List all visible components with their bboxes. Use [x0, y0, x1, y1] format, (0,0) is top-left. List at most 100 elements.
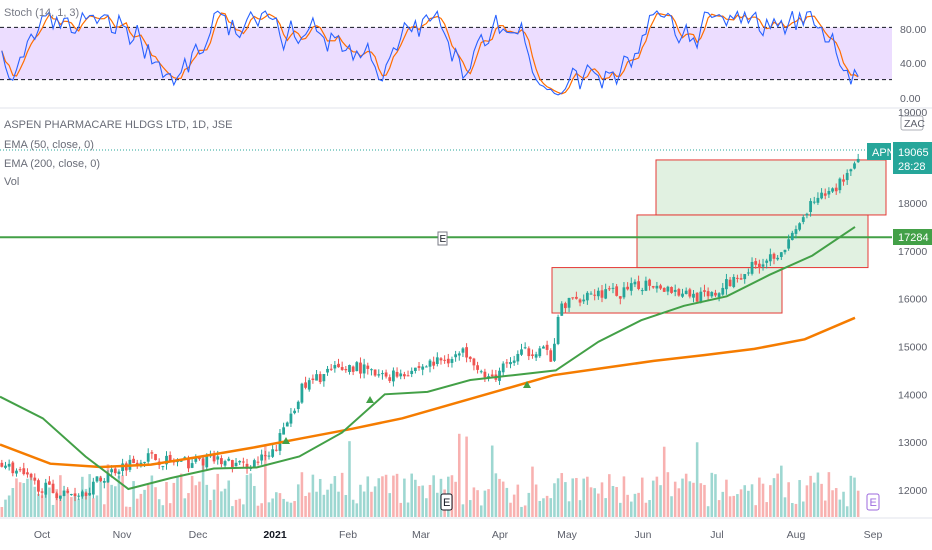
- earnings-marker-future-box[interactable]: [866, 493, 880, 511]
- volume-bar: [351, 499, 355, 517]
- volume-bar: [432, 475, 435, 517]
- volume-bar: [227, 480, 231, 517]
- candle-body: [834, 187, 838, 192]
- volume-bar: [307, 492, 311, 517]
- stoch-band: [0, 27, 892, 80]
- candle-body: [666, 286, 670, 292]
- candle-body: [7, 463, 11, 467]
- candle-body: [593, 294, 597, 296]
- candle-body: [150, 452, 154, 454]
- candle-body: [91, 481, 95, 495]
- candle-body: [798, 223, 802, 230]
- volume-bar: [212, 489, 216, 517]
- candle-body: [812, 201, 816, 203]
- time-tick: Oct: [34, 529, 50, 541]
- candle-body: [842, 179, 845, 182]
- candle-body: [33, 477, 37, 481]
- candle-body: [706, 291, 710, 297]
- candle-body: [754, 261, 758, 265]
- candle-body: [230, 460, 234, 468]
- volume-bar: [812, 482, 816, 517]
- candle-body: [509, 362, 512, 365]
- volume-bar: [410, 473, 413, 517]
- candle-body: [359, 362, 362, 374]
- candle-body: [534, 354, 538, 358]
- volume-bar: [190, 475, 194, 517]
- time-tick: Mar: [412, 529, 431, 541]
- candle-body: [501, 363, 505, 373]
- volume-bar: [139, 493, 143, 517]
- volume-bar: [589, 487, 593, 517]
- volume-bar: [750, 484, 754, 517]
- candle-body: [435, 357, 439, 364]
- volume-bar: [842, 491, 845, 517]
- currency-badge-box[interactable]: [900, 115, 924, 131]
- candle-body: [62, 490, 66, 496]
- volume-bar: [282, 498, 285, 517]
- volume-bar: [794, 503, 798, 517]
- volume-bar: [428, 484, 432, 517]
- candle-body: [333, 365, 337, 369]
- candle-body: [15, 470, 18, 474]
- volume-bar: [637, 492, 640, 517]
- time-axis[interactable]: Oct Nov Dec 2021 Feb Mar Apr May Jun Jul Aug Sep: [34, 529, 883, 541]
- volume-bar: [688, 481, 692, 517]
- earnings-marker-bottom-box[interactable]: [440, 493, 453, 511]
- time-tick: 2021: [263, 529, 287, 541]
- candle-body: [428, 360, 432, 367]
- volume-bar: [117, 476, 121, 517]
- volume-bar: [498, 478, 501, 517]
- candle-body: [40, 491, 44, 493]
- volume-bar: [780, 465, 783, 517]
- volume-bar: [124, 506, 128, 517]
- volume-bar: [172, 482, 176, 517]
- price-axis[interactable]: 18000 17000 16000 15000 14000 13000 12000: [898, 198, 927, 497]
- candle-body: [29, 473, 33, 478]
- signal-arrow: [282, 437, 290, 444]
- candle-body: [377, 374, 381, 376]
- candle-body: [190, 463, 194, 468]
- candle-body: [216, 456, 220, 460]
- volume-bar: [717, 500, 721, 517]
- candle-body: [637, 281, 640, 290]
- volume-bar: [721, 491, 725, 517]
- candle-body: [406, 375, 410, 377]
- volume-bar: [106, 464, 110, 517]
- candle-body: [402, 374, 406, 377]
- candle-body: [461, 348, 465, 353]
- volume-bar: [575, 477, 578, 517]
- volume-bar: [772, 478, 776, 517]
- candle-body: [307, 380, 311, 390]
- currency-badge: ZAC: [904, 118, 925, 130]
- candle-body: [395, 371, 399, 377]
- earnings-marker-bottom: E: [443, 497, 450, 509]
- candle-body: [710, 292, 714, 297]
- candle-body: [717, 293, 721, 298]
- candle-body: [73, 493, 77, 497]
- last-price-value: 19065: [898, 147, 929, 159]
- candle-body: [362, 364, 366, 374]
- signal-arrow: [366, 396, 374, 403]
- volume-bar: [373, 486, 377, 517]
- candle-body: [823, 193, 827, 196]
- earnings-marker-box[interactable]: [437, 231, 448, 246]
- volume-bar: [633, 493, 637, 517]
- candle-body: [274, 449, 278, 451]
- countdown: 28:28: [898, 161, 926, 173]
- volume-bar: [600, 482, 604, 517]
- volume-bar: [260, 503, 263, 517]
- volume-bar: [95, 495, 99, 517]
- volume-bar: [234, 499, 238, 517]
- volume-bar: [578, 500, 582, 517]
- volume-bar: [436, 492, 439, 517]
- candle-body: [260, 454, 264, 461]
- volume-bar: [165, 482, 168, 517]
- candle-body: [227, 458, 231, 461]
- candle-body: [633, 281, 637, 285]
- candle-body: [366, 365, 370, 369]
- earnings-marker: E: [440, 234, 447, 245]
- volume-bar: [326, 489, 329, 517]
- volume-bar: [381, 476, 384, 517]
- volume-bar: [849, 475, 853, 517]
